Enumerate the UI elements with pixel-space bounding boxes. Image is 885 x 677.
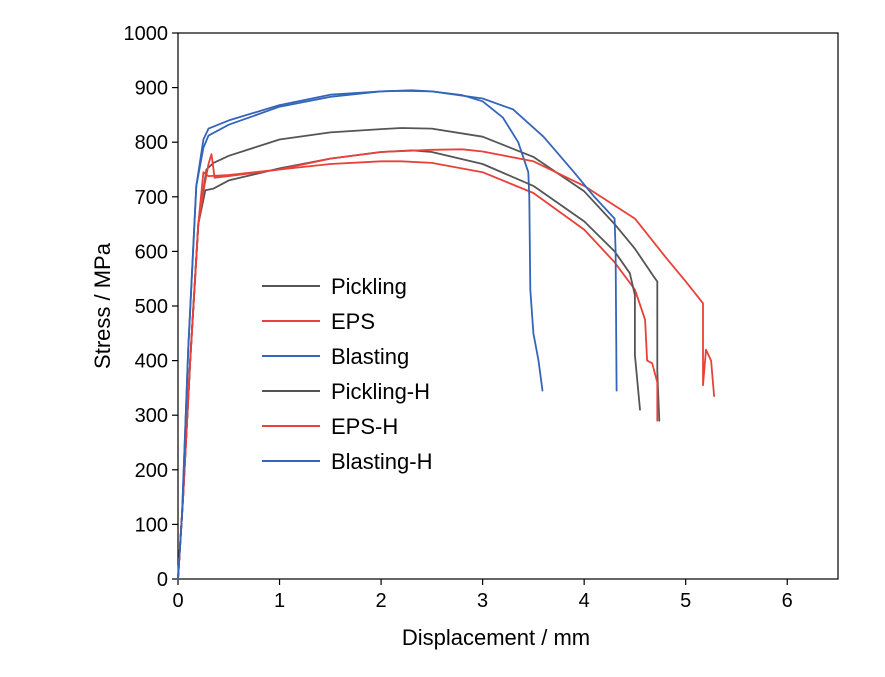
x-tick-label: 6 xyxy=(782,590,793,612)
x-tick-label: 4 xyxy=(579,590,590,612)
x-tick-label: 2 xyxy=(376,590,387,612)
legend-entry: Pickling xyxy=(331,274,407,299)
x-tick-label: 1 xyxy=(274,590,285,612)
x-tick-label: 3 xyxy=(477,590,488,612)
y-tick-label: 100 xyxy=(135,514,168,536)
series-line-eps-h xyxy=(177,148,715,580)
series-lines xyxy=(177,89,715,580)
y-tick-label: 1000 xyxy=(124,23,169,45)
legend-entry: EPS xyxy=(331,309,375,334)
plot-frame xyxy=(177,32,839,580)
x-tick-label: 5 xyxy=(680,590,691,612)
y-tick-label: 700 xyxy=(135,187,168,209)
series-line-eps xyxy=(177,160,659,580)
legend-entry: Blasting xyxy=(331,344,409,369)
legend: Pickling EPS Blasting Pickling-H EPS-H Blasti… xyxy=(262,274,432,474)
series-line-pickling xyxy=(177,127,661,580)
y-tick-label: 800 xyxy=(135,132,168,154)
y-tick-label: 200 xyxy=(135,460,168,482)
x-axis-ticks: 0 1 2 3 4 5 6 xyxy=(172,579,793,612)
y-tick-label: 400 xyxy=(135,351,168,373)
legend-entry: Pickling-H xyxy=(331,379,430,404)
legend-entry: EPS-H xyxy=(331,414,398,439)
y-tick-label: 500 xyxy=(135,296,168,318)
y-tick-label: 600 xyxy=(135,241,168,263)
y-tick-label: 0 xyxy=(157,569,168,591)
legend-entry: Blasting-H xyxy=(331,449,432,474)
series-line-blasting-h xyxy=(177,89,618,580)
x-tick-label: 0 xyxy=(172,590,183,612)
x-axis-label: Displacement / mm xyxy=(402,625,590,650)
series-line-blasting xyxy=(177,90,544,580)
y-axis-label: Stress / MPa xyxy=(90,242,115,369)
y-axis-ticks: 0 100 200 300 400 500 600 700 800 900 1000 xyxy=(124,23,178,591)
y-tick-label: 300 xyxy=(135,405,168,427)
y-tick-label: 900 xyxy=(135,78,168,100)
